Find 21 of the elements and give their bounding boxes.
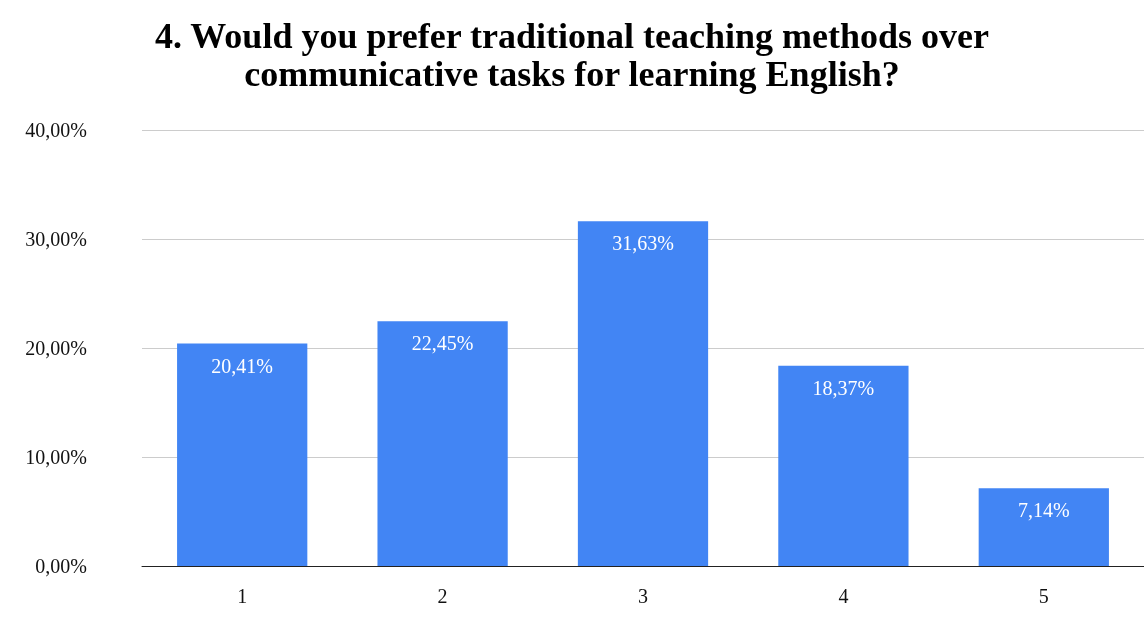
x-tick-label: 2: [437, 585, 448, 607]
bar: [377, 321, 508, 566]
data-label: 7,14%: [1017, 499, 1070, 522]
chart-title: 4. Would you prefer traditional teaching methods over communicative tasks for learning English?: [154, 16, 990, 94]
y-tick-label: 10,00%: [25, 446, 87, 468]
data-label: 20,41%: [211, 354, 274, 377]
data-label: 31,63%: [612, 232, 674, 255]
bar: [577, 221, 709, 566]
x-tick-label: 4: [838, 585, 849, 607]
y-tick-label: 20,00%: [25, 337, 87, 359]
data-label: 18,37%: [812, 376, 875, 399]
x-tick-label: 5: [1038, 585, 1049, 607]
bar: [177, 343, 308, 566]
data-label: 22,45%: [411, 332, 474, 355]
y-tick-label: 40,00%: [25, 119, 87, 141]
x-tick-label: 1: [237, 585, 248, 607]
bar: [978, 488, 1109, 566]
x-tick-label: 3: [638, 585, 648, 607]
bar: [778, 365, 909, 566]
y-tick-label: 0,00%: [35, 555, 87, 577]
y-tick-label: 30,00%: [25, 228, 87, 250]
